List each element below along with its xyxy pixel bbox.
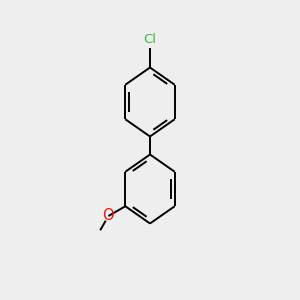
Text: O: O — [103, 208, 114, 224]
Text: Cl: Cl — [143, 33, 157, 46]
